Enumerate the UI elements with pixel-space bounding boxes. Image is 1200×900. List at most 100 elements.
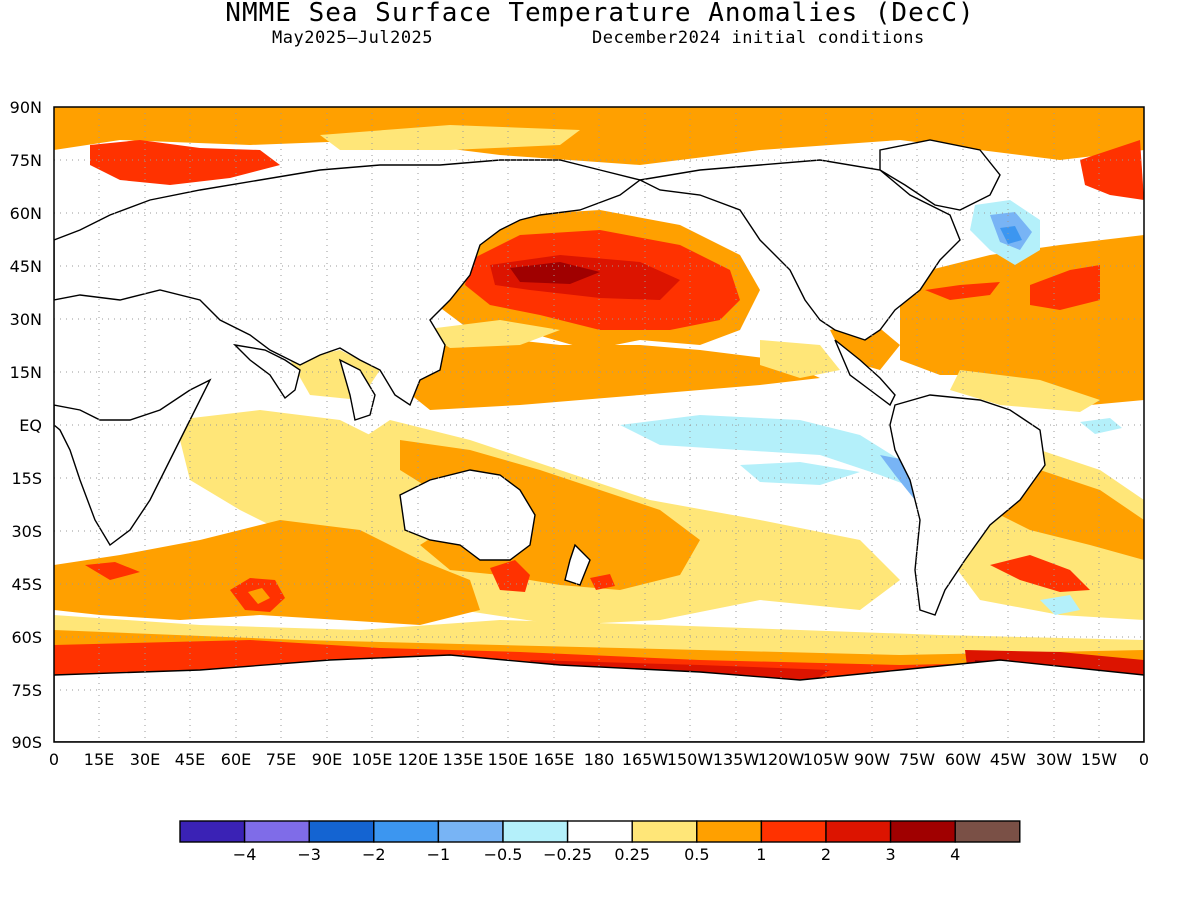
lat-label: 45S — [11, 575, 42, 594]
colorbar-swatch — [373, 820, 440, 843]
colorbar-label: −0.25 — [543, 845, 592, 864]
colorbar-label: −3 — [297, 845, 321, 864]
colorbar-label: 0.25 — [614, 845, 650, 864]
colorbar-swatch — [566, 820, 633, 843]
colorbar-swatch — [631, 820, 698, 843]
colorbar-label: −0.5 — [484, 845, 523, 864]
north-america-landmass — [637, 159, 961, 341]
colorbar-swatch — [502, 820, 569, 843]
south-african-red — [85, 562, 140, 580]
east-pacific-light — [760, 340, 840, 378]
colorbar-label: 4 — [950, 845, 960, 864]
land-masses — [54, 139, 1144, 742]
lon-label: 180 — [584, 750, 615, 769]
lon-label: 165E — [534, 750, 575, 769]
lon-label: 165W — [622, 750, 669, 769]
lon-label: 105W — [803, 750, 850, 769]
equatorial-pacific-cool-south — [740, 462, 860, 485]
colorbar-swatch — [179, 820, 246, 843]
lat-label: 90N — [10, 98, 42, 117]
lat-label: 15S — [11, 469, 42, 488]
gulf-stream-red — [925, 282, 1000, 300]
forecast-period: May2025–Jul2025 — [272, 28, 434, 48]
lon-label: 150W — [667, 750, 714, 769]
lon-label: 0 — [1139, 750, 1149, 769]
colorbar-swatch — [825, 820, 892, 843]
lat-label: EQ — [19, 416, 42, 435]
lat-label: 60S — [11, 628, 42, 647]
lon-label: 105E — [352, 750, 393, 769]
australia-landmass — [399, 469, 536, 561]
atlantic-cool-patch — [1080, 418, 1122, 434]
map-title: NMME Sea Surface Temperature Anomalies (… — [225, 0, 975, 28]
lon-label: 150E — [488, 750, 529, 769]
labrador-deep-blue — [1000, 226, 1022, 244]
lat-label: 75S — [11, 681, 42, 700]
norwegian-sea-red — [1080, 140, 1144, 200]
arctic-warm-region — [54, 107, 1144, 165]
latitude-labels: 90N 75N 60N 45N 30N 15N EQ 15S 30S 45S 6… — [10, 98, 42, 752]
lon-label: 75E — [266, 750, 296, 769]
southeast-asia — [338, 358, 376, 421]
south-atlantic-cool — [1040, 595, 1080, 615]
lat-label: 90S — [11, 733, 42, 752]
colorbar-swatch — [437, 820, 504, 843]
lon-label: 120E — [398, 750, 439, 769]
lon-label: 60E — [221, 750, 251, 769]
initial-conditions: December2024 initial conditions — [592, 28, 925, 48]
south-atlantic-orange — [1000, 470, 1144, 560]
colorbar-swatch — [889, 820, 956, 843]
lat-label: 30N — [10, 310, 42, 329]
colorbar-label: −4 — [233, 845, 257, 864]
tasman-red — [490, 560, 530, 592]
southern-indian-orange — [54, 520, 480, 625]
lon-label: 135E — [443, 750, 484, 769]
indian-subcontinent — [232, 343, 301, 400]
equatorial-pacific-cool — [620, 415, 920, 490]
colorbar-swatch — [954, 820, 1021, 843]
south-america-landmass — [889, 394, 1046, 616]
lon-label: 45W — [990, 750, 1026, 769]
lon-label: 30W — [1036, 750, 1072, 769]
greenland — [879, 139, 1001, 211]
north-pacific-peak — [510, 262, 600, 284]
colorbar-swatch — [760, 820, 827, 843]
africa-eurasia-landmass — [54, 159, 642, 407]
lon-label: 30E — [130, 750, 160, 769]
new-zealand — [564, 543, 591, 586]
colorbar-label: 2 — [821, 845, 831, 864]
nz-east-red — [590, 574, 615, 590]
arctic-red-patch — [90, 140, 280, 185]
colorbar-labels: −4 −3 −2 −1 −0.5 −0.25 0.25 0.5 1 2 3 4 — [233, 845, 960, 864]
lon-label: 135W — [713, 750, 760, 769]
southern-indian-ring-center — [248, 588, 270, 604]
north-atlantic-red — [1030, 265, 1100, 310]
indian-ocean-light — [175, 410, 400, 540]
colorbar-label: −1 — [427, 845, 451, 864]
arctic-light-band — [320, 125, 580, 150]
antarctica — [54, 654, 1144, 742]
south-atlantic-red — [990, 555, 1090, 592]
colorbar-label: 0.5 — [684, 845, 709, 864]
colorbar-label: −2 — [362, 845, 386, 864]
lat-label: 15N — [10, 363, 42, 382]
lon-label: 60W — [945, 750, 981, 769]
colorbar-swatch — [308, 820, 375, 843]
lon-label: 90W — [854, 750, 890, 769]
lat-label: 45N — [10, 257, 42, 276]
lon-label: 75W — [899, 750, 935, 769]
lon-label: 15W — [1081, 750, 1117, 769]
colorbar-swatch — [696, 820, 763, 843]
lon-label: 15E — [84, 750, 114, 769]
west-pacific-light — [420, 320, 560, 348]
colorbar — [179, 820, 1021, 843]
africa-landmass — [54, 378, 212, 547]
lat-label: 75N — [10, 151, 42, 170]
lat-label: 60N — [10, 204, 42, 223]
colorbar-swatch — [243, 820, 310, 843]
north-atlantic-light — [950, 370, 1100, 412]
lat-label: 30S — [11, 522, 42, 541]
colorbar-label: 1 — [756, 845, 766, 864]
longitude-labels: 0 15E 30E 45E 60E 75E 90E 105E 120E 135E… — [49, 750, 1149, 769]
